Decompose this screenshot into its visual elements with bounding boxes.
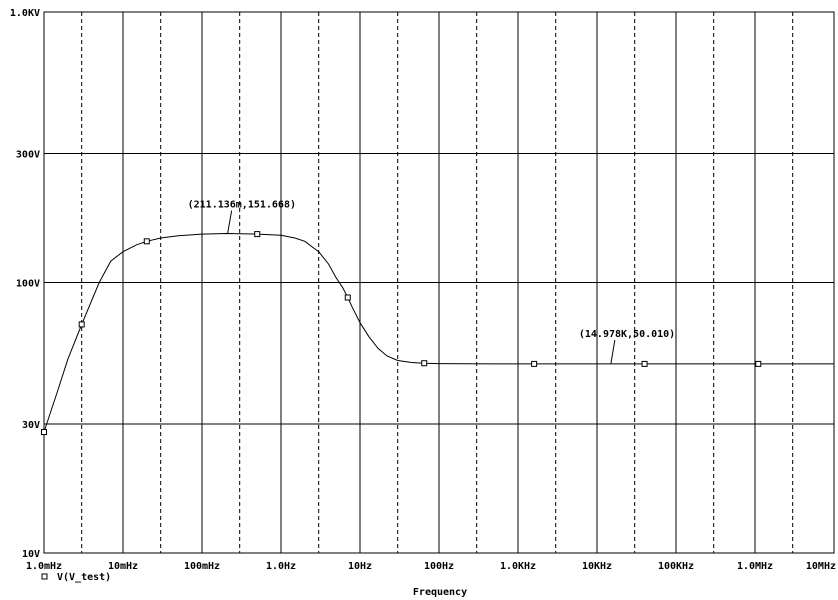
x-tick-label: 1.0MHz [737, 561, 773, 572]
data-marker [78, 321, 85, 328]
y-tick-labels: 1.0KV 300V 100V 30V 10V [10, 8, 40, 560]
series-line [43, 232, 834, 433]
grid [43, 11, 835, 554]
x-tick-label: 10MHz [806, 561, 836, 572]
annotation-label: (211.136m,151.668) [188, 200, 296, 211]
legend: V(V_test) [41, 572, 111, 583]
x-tick-label: 1.0Hz [266, 561, 296, 572]
data-marker [421, 360, 428, 367]
annotation-leader [610, 339, 616, 364]
data-marker [531, 360, 538, 367]
annotation-label: (14.978K,50.010) [579, 329, 675, 340]
x-tick-label: 10Hz [348, 561, 372, 572]
y-tick-label: 1.0KV [10, 8, 40, 19]
legend-label: V(V_test) [57, 572, 111, 583]
series-layer [41, 231, 834, 436]
x-tick-label: 100KHz [658, 561, 694, 572]
x-tick-label: 10KHz [582, 561, 612, 572]
data-marker [143, 238, 150, 245]
x-axis-title: Frequency [413, 587, 467, 598]
y-tick-label: 100V [16, 279, 40, 290]
data-marker [41, 429, 47, 436]
x-tick-label: 10mHz [108, 561, 138, 572]
legend-marker-icon [41, 573, 48, 580]
annotations-layer: (211.136m,151.668) (14.978K,50.010) [188, 200, 675, 364]
x-tick-label: 1.0mHz [26, 561, 62, 572]
x-tick-label: 100Hz [424, 561, 454, 572]
x-tick-label: 1.0KHz [500, 561, 536, 572]
data-marker [254, 231, 261, 238]
x-tick-label: 100mHz [184, 561, 220, 572]
y-tick-label: 10V [22, 549, 40, 560]
data-marker [641, 360, 648, 367]
data-marker [755, 360, 762, 367]
data-marker [344, 294, 351, 301]
x-tick-labels: 1.0mHz 10mHz 100mHz 1.0Hz 10Hz 100Hz 1.0KHz 10K… [26, 561, 836, 572]
y-tick-label: 30V [22, 420, 40, 431]
annotation-leader [227, 210, 233, 234]
y-tick-label: 300V [16, 149, 40, 160]
plot-frame [43, 11, 835, 554]
